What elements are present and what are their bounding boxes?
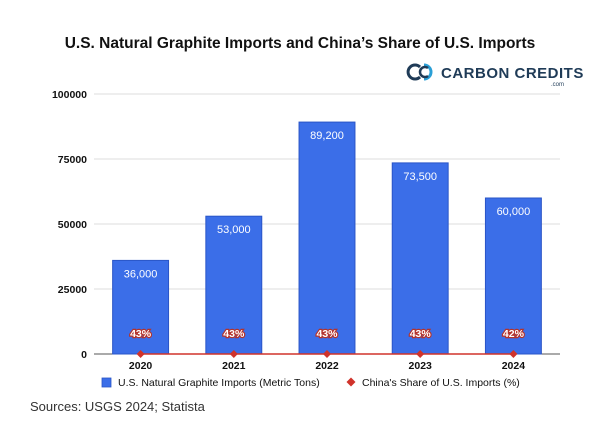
carbon-credits-logo: CARBON CREDITS .com <box>406 63 584 88</box>
category-label-2024: 2024 <box>502 360 526 372</box>
bar-value-label: 53,000 <box>217 224 251 236</box>
share-value-label: 43% <box>316 328 338 340</box>
share-point-2023 <box>416 350 425 358</box>
bar-value-label: 36,000 <box>124 268 158 280</box>
y-tick-label: 25000 <box>58 284 87 296</box>
y-tick-label: 0 <box>81 349 87 361</box>
bar-2020 <box>112 259 170 355</box>
source-note: Sources: USGS 2024; Statista <box>30 399 205 414</box>
category-label-2020: 2020 <box>129 360 153 372</box>
y-tick-label: 50000 <box>58 219 87 231</box>
y-axis-ticks: 0 25000 50000 75000 100000 <box>52 89 87 361</box>
share-value-label: 43% <box>223 328 245 340</box>
legend: U.S. Natural Graphite Imports (Metric To… <box>101 377 520 389</box>
logo-subtext: .com <box>551 82 564 88</box>
bar-value-label: 89,200 <box>310 130 344 142</box>
legend-bar-swatch <box>101 377 112 388</box>
category-label-2023: 2023 <box>409 360 433 372</box>
legend-bar-label: U.S. Natural Graphite Imports (Metric To… <box>118 377 320 389</box>
legend-share-swatch <box>346 377 356 387</box>
bar-2024 <box>484 197 542 355</box>
legend-share-label: China's Share of U.S. Imports (%) <box>362 377 520 389</box>
share-series: 43% 43% 43% 43% 42% <box>129 327 526 358</box>
y-tick-label: 75000 <box>58 154 87 166</box>
logo-icon <box>406 63 433 81</box>
share-value-label: 43% <box>130 328 152 340</box>
bar-2022 <box>298 121 356 355</box>
y-tick-label: 100000 <box>52 89 87 101</box>
bar-2023 <box>391 162 449 355</box>
share-value-label: 42% <box>503 328 525 340</box>
category-label-2021: 2021 <box>222 360 246 372</box>
logo-text: CARBON CREDITS <box>441 65 584 82</box>
chart-title: U.S. Natural Graphite Imports and China’… <box>65 35 536 52</box>
category-label-2022: 2022 <box>315 360 339 372</box>
share-point-2020 <box>136 350 145 358</box>
bar-value-label: 60,000 <box>497 206 531 218</box>
share-point-2021 <box>229 350 238 358</box>
share-point-2022 <box>323 350 331 358</box>
bar-value-label: 73,500 <box>403 171 437 183</box>
share-point-2024 <box>509 350 518 358</box>
x-axis-categories: 2020 2021 2022 2023 2024 <box>129 360 525 372</box>
share-value-label: 43% <box>410 328 432 340</box>
bars: 36,000 53,000 89,200 73,500 60,000 <box>112 121 542 355</box>
